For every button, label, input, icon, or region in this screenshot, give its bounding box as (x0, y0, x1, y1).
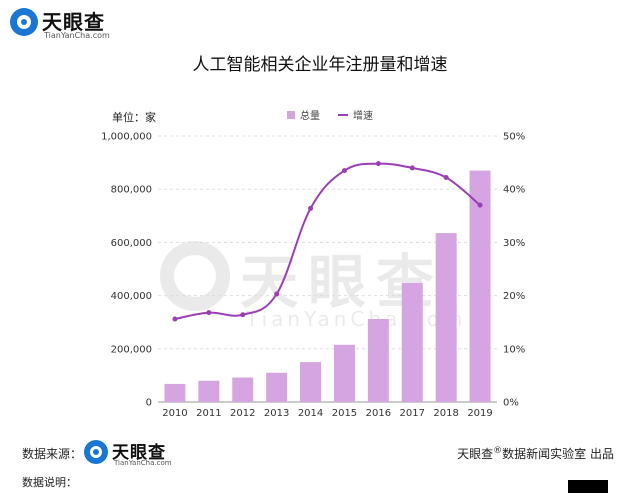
left-tick-label: 200,000 (111, 344, 152, 355)
legend-line-swatch (338, 113, 348, 116)
chart-title: 人工智能相关企业年注册量和增速 (192, 55, 448, 75)
legend-line-label: 增速 (353, 111, 373, 122)
legend-bar-label: 总量 (300, 111, 320, 122)
unit-label: 单位：家 (112, 111, 156, 124)
left-tick-label: 1,000,000 (101, 132, 152, 143)
left-tick-label: 600,000 (111, 238, 152, 249)
legend-bar-swatch (287, 110, 295, 119)
credit-text: 数据新闻实验室 出品 (502, 447, 614, 461)
growth-point (308, 205, 314, 211)
bar (367, 319, 389, 402)
growth-point (341, 168, 347, 174)
brand-logo-icon (10, 8, 38, 36)
left-tick-label: 0 (146, 398, 152, 409)
source-brand-domain: TianYanCha.com (114, 459, 172, 467)
x-tick-label: 2016 (366, 408, 391, 419)
source-logo: 天眼查 TianYanCha.com (84, 438, 184, 470)
chart-legend: 总量 增速 (287, 107, 373, 122)
x-tick-label: 2010 (162, 408, 187, 419)
right-tick-label: 20% (503, 291, 525, 302)
bar (401, 282, 423, 402)
brand-logo: 天眼查 TianYanCha.com (10, 6, 120, 42)
x-tick-label: 2011 (196, 408, 221, 419)
source-brand-name: 天眼查 (112, 443, 166, 463)
growth-point (409, 165, 415, 171)
growth-line (174, 162, 481, 320)
bar (232, 377, 254, 402)
bar (333, 344, 355, 402)
growth-point (240, 312, 246, 318)
credit-brand: 天眼查 (457, 447, 494, 461)
bar (435, 233, 457, 402)
right-tick-label: 50% (503, 132, 525, 143)
right-tick-label: 30% (503, 238, 525, 249)
x-tick-label: 2012 (230, 408, 255, 419)
bar (469, 170, 491, 402)
growth-point (477, 202, 483, 208)
redacted-block (568, 480, 608, 493)
registered-mark: ® (493, 446, 503, 456)
left-tick-label: 400,000 (111, 291, 152, 302)
growth-point (375, 161, 381, 167)
x-tick-label: 2013 (264, 408, 289, 419)
bar (266, 372, 288, 402)
right-tick-label: 0% (503, 398, 519, 409)
right-tick-label: 40% (503, 185, 525, 196)
left-tick-label: 800,000 (111, 185, 152, 196)
x-tick-label: 2019 (467, 408, 492, 419)
x-tick-label: 2018 (433, 408, 458, 419)
source-label: 数据来源： (22, 447, 83, 461)
bar (198, 380, 220, 402)
note-label: 数据说明： (22, 476, 77, 489)
bar (300, 362, 322, 402)
source-logo-icon (84, 440, 108, 464)
growth-point (274, 291, 280, 297)
growth-point (206, 310, 212, 316)
growth-point (172, 316, 178, 322)
growth-point (443, 174, 449, 180)
x-tick-label: 2015 (332, 408, 357, 419)
credit-line: 天眼查®数据新闻实验室 出品 (457, 445, 614, 462)
brand-domain: TianYanCha.com (44, 31, 110, 40)
x-tick-label: 2017 (400, 408, 425, 419)
right-tick-label: 10% (503, 344, 525, 355)
bar (164, 383, 186, 402)
x-tick-label: 2014 (298, 408, 323, 419)
brand-name: 天眼查 (42, 10, 105, 34)
